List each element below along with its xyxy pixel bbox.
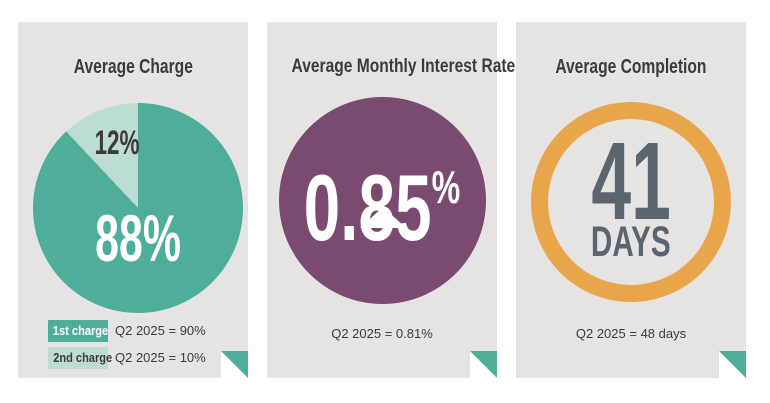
interest-comparison-caption: Q2 2025 = 0.81% <box>331 326 433 341</box>
card-title: Average Completion <box>516 55 746 79</box>
legend-swatch-1st-charge: 1st charge <box>48 320 108 342</box>
pie-major-slice-label: 88% <box>95 201 181 275</box>
card-average-monthly-interest-rate: Average Monthly Interest Rate 0.85 % Q2 … <box>267 22 516 378</box>
card-title: Average Charge <box>18 55 248 79</box>
card-average-completion: Average Completion 41 DAYS Q2 2025 = 48 … <box>516 22 746 378</box>
completion-days-unit: DAYS <box>591 218 671 266</box>
trend-up-icon <box>359 207 406 228</box>
interest-rate-circle <box>279 97 486 304</box>
interest-rate-value: 0.85 % <box>267 161 497 255</box>
completion-comparison-caption: Q2 2025 = 48 days <box>575 326 687 341</box>
interest-rate-percent-sign: % <box>431 161 461 213</box>
card-title: Average Monthly Interest Rate <box>267 55 516 79</box>
interest-rate-number: 0.85 <box>303 155 432 260</box>
card-title-text: Average Monthly Interest Rate <box>291 56 516 77</box>
pie-minor-slice-label: 12% <box>94 124 140 162</box>
legend-swatch-2nd-charge: 2nd charge <box>48 347 112 369</box>
card-title-text: Average Completion <box>555 56 707 78</box>
card-average-charge: Average Charge 12% 88% 1st charge Q2 202… <box>18 22 248 378</box>
card-title-text: Average Charge <box>73 56 193 78</box>
completion-days-number: 41 <box>591 120 671 243</box>
legend-value-1st-charge: Q2 2025 = 90% <box>115 323 206 338</box>
legend-value-2nd-charge: Q2 2025 = 10% <box>115 350 206 365</box>
pie-chart <box>33 103 243 313</box>
